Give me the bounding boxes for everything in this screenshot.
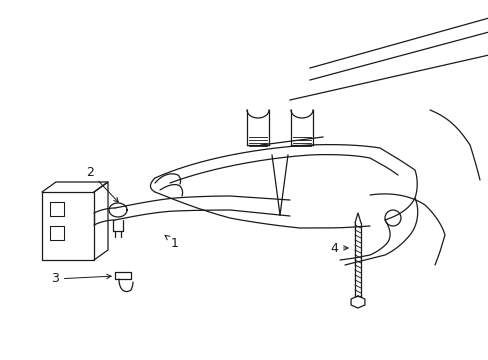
Text: 4: 4 bbox=[329, 242, 347, 255]
Text: 2: 2 bbox=[86, 166, 118, 202]
Text: 3: 3 bbox=[51, 273, 111, 285]
Text: 1: 1 bbox=[165, 235, 179, 249]
